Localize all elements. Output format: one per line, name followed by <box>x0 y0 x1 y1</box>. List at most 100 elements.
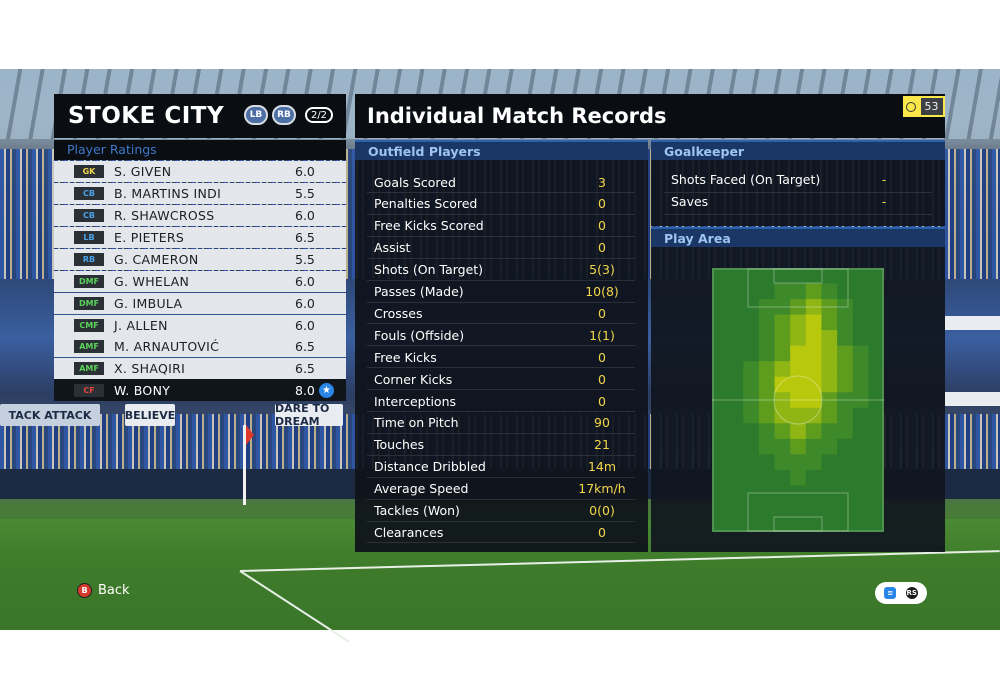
heatmap-cell <box>712 454 729 471</box>
player-row[interactable]: GK S. GIVEN 6.0 <box>54 161 346 182</box>
player-name: X. SHAQIRI <box>114 361 186 376</box>
position-badge: AMF <box>74 362 104 375</box>
stat-label: Corner Kicks <box>374 371 453 387</box>
player-row[interactable]: CB B. MARTINS INDI 5.5 <box>54 183 346 204</box>
stat-value: 0 <box>598 349 606 365</box>
heatmap-cell <box>727 345 744 362</box>
player-row[interactable]: DMF G. WHELAN 6.0 <box>54 271 346 292</box>
heatmap-cell <box>774 345 791 362</box>
heatmap-cell <box>837 361 854 378</box>
heatmap-cell <box>790 283 807 300</box>
banner-tack-attack: TACK ATTACK <box>0 404 100 426</box>
heatmap-cell <box>868 423 884 440</box>
heatmap-cell <box>774 469 791 486</box>
heatmap-cell <box>805 423 822 440</box>
position-badge: RB <box>74 253 104 266</box>
stat-value: 14m <box>587 459 617 475</box>
banner-believe: BELIEVE <box>125 404 175 426</box>
heatmap-cell <box>837 469 854 486</box>
heatmap-cell <box>712 500 729 517</box>
player-row[interactable]: RB G. CAMERON 5.5 <box>54 249 346 270</box>
rs-button-icon: RS <box>905 587 918 599</box>
heatmap-cell <box>727 438 744 455</box>
heatmap-cell <box>743 314 760 331</box>
heatmap-cell <box>758 283 776 300</box>
lb-button[interactable]: LB <box>244 105 268 125</box>
heatmap-cell <box>790 500 807 517</box>
heatmap-cell <box>758 330 776 347</box>
heatmap-cell <box>868 283 884 300</box>
player-name: G. IMBULA <box>114 296 183 311</box>
ad-board <box>945 316 1000 330</box>
heatmap-cell <box>852 345 869 362</box>
player-rating: 8.0 <box>295 382 315 398</box>
heatmap-cell <box>852 283 869 300</box>
heatmap-cell <box>821 454 838 471</box>
heatmap-cell <box>805 454 822 471</box>
heatmap-cell <box>852 314 869 331</box>
stat-value: 90 <box>594 415 610 431</box>
outfield-players-header: Outfield Players <box>355 140 648 160</box>
heatmap-cell <box>758 438 776 455</box>
heatmap-cell <box>852 500 869 517</box>
heatmap-cell <box>712 314 729 331</box>
player-row[interactable]: DMF G. IMBULA 6.0 <box>54 293 346 314</box>
heatmap-cell <box>805 516 822 532</box>
heatmap-cell <box>868 330 884 347</box>
heatmap-cell <box>790 299 807 316</box>
position-badge: CB <box>74 209 104 222</box>
stat-label: Clearances <box>374 524 444 540</box>
stat-label: Goals Scored <box>374 174 456 190</box>
player-rating: 6.5 <box>295 339 315 354</box>
heatmap-cell <box>727 268 744 285</box>
heatmap-cell <box>852 469 869 486</box>
player-row[interactable]: LB E. PIETERS 6.5 <box>54 227 346 248</box>
heatmap-cell <box>805 407 822 424</box>
rb-button[interactable]: RB <box>272 105 296 125</box>
heatmap-cell <box>712 376 729 393</box>
heatmap-cell <box>790 345 807 362</box>
position-badge: DMF <box>74 297 104 310</box>
heatmap-cell <box>774 454 791 471</box>
player-row[interactable]: AMF M. ARNAUTOVIĆ 6.5 <box>54 336 346 357</box>
player-row-selected[interactable]: CF W. BONY 8.0 ★ <box>54 379 346 401</box>
stat-row: Corner Kicks 0 <box>367 369 635 391</box>
heatmap-cell <box>712 407 729 424</box>
page-indicator: 2/2 <box>305 107 333 123</box>
help-button[interactable]: ≡ RS <box>875 582 927 604</box>
heatmap-cell <box>868 469 884 486</box>
heatmap-cell <box>868 345 884 362</box>
heatmap-cell <box>774 438 791 455</box>
stat-value: 21 <box>594 437 610 453</box>
heatmap-cell <box>743 376 760 393</box>
stat-value: - <box>881 194 887 209</box>
stat-row: Touches 21 <box>367 435 635 456</box>
heatmap-cell <box>774 500 791 517</box>
heatmap-cell <box>805 392 822 409</box>
heatmap-cell <box>837 454 854 471</box>
heatmap-cell <box>821 376 838 393</box>
back-button[interactable]: B Back <box>77 583 130 598</box>
heatmap-cell <box>852 392 869 409</box>
heatmap-cell <box>790 423 807 440</box>
player-row[interactable]: CB R. SHAWCROSS 6.0 <box>54 205 346 226</box>
player-rating: 6.0 <box>295 164 315 179</box>
stat-row: Clearances 0 <box>367 522 635 544</box>
stat-value: - <box>881 172 887 187</box>
heatmap-cell <box>727 423 744 440</box>
b-button-icon: B <box>77 583 92 598</box>
player-row[interactable]: CMF J. ALLEN 6.0 <box>54 315 346 336</box>
heatmap-cell <box>837 516 854 532</box>
corner-flag <box>243 425 254 505</box>
heatmap-cell <box>852 407 869 424</box>
player-row[interactable]: AMF X. SHAQIRI 6.5 <box>54 358 346 379</box>
stat-value: 0 <box>598 524 606 540</box>
player-name: W. BONY <box>114 382 171 398</box>
stat-value: 5(3) <box>589 262 615 278</box>
heatmap-cell <box>743 423 760 440</box>
heatmap-cell <box>712 423 729 440</box>
play-area-heatmap <box>712 268 884 532</box>
heatmap-cell <box>743 485 760 502</box>
stat-label: Distance Dribbled <box>374 459 486 475</box>
heatmap-cell <box>790 314 807 331</box>
